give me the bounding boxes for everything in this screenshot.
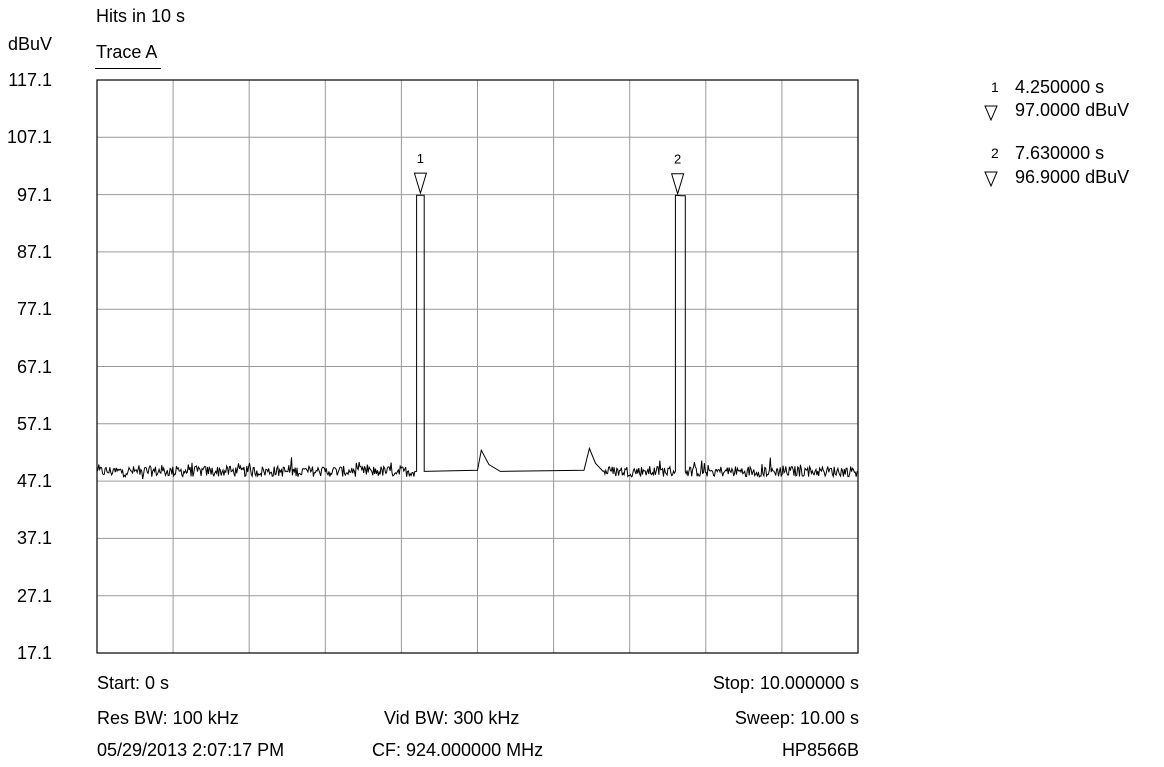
y-unit-label: dBuV bbox=[8, 34, 53, 54]
vid-bw-label: Vid BW: 300 kHz bbox=[384, 708, 520, 728]
sweep-label: Sweep: 10.00 s bbox=[734, 708, 859, 728]
y-tick-label: 67.1 bbox=[16, 356, 52, 377]
y-tick-label: 37.1 bbox=[16, 528, 52, 549]
marker-1-triangle bbox=[413, 172, 428, 195]
marker-1-triangle-icon bbox=[984, 105, 998, 121]
y-tick-label: 97.1 bbox=[16, 184, 52, 205]
start-label: Start: 0 s bbox=[97, 673, 170, 693]
y-tick-label: 17.1 bbox=[16, 643, 52, 663]
marker-2-triangle-icon bbox=[984, 171, 998, 187]
y-tick-label: 117.1 bbox=[8, 70, 52, 90]
datetime-label: 05/29/2013 2:07:17 PM bbox=[97, 740, 285, 760]
plot-frame bbox=[96, 79, 859, 654]
y-tick-label: 27.1 bbox=[16, 585, 52, 606]
marker-2-label: 2 bbox=[674, 152, 681, 167]
stop-label: Stop: 10.000000 s bbox=[712, 673, 859, 693]
trace-underline bbox=[95, 68, 161, 69]
instrument-model-label: HP8566B bbox=[781, 740, 859, 760]
marker-2-level: 96.9000 dBuV bbox=[1015, 167, 1130, 187]
y-tick-label: 47.1 bbox=[16, 471, 52, 492]
marker-1-index: 1 bbox=[991, 79, 999, 95]
marker-2-index: 2 bbox=[991, 145, 999, 161]
marker-2-triangle bbox=[670, 173, 685, 196]
trace-label: Trace A bbox=[96, 42, 158, 62]
center-frequency-label: CF: 924.000000 MHz bbox=[372, 740, 544, 760]
y-tick-label: 87.1 bbox=[16, 241, 52, 262]
y-tick-label: 57.1 bbox=[16, 413, 52, 434]
y-tick-label: 77.1 bbox=[16, 299, 52, 320]
marker-2-time: 7.630000 s bbox=[1015, 143, 1105, 163]
res-bw-label: Res BW: 100 kHz bbox=[97, 708, 239, 728]
trace-a-line bbox=[96, 194, 859, 479]
marker-1-time: 4.250000 s bbox=[1015, 77, 1105, 97]
chart-title: Hits in 10 s bbox=[96, 6, 186, 26]
marker-1-level: 97.0000 dBuV bbox=[1015, 100, 1130, 120]
y-tick-label: 107.1 bbox=[6, 127, 52, 148]
marker-1-label: 1 bbox=[417, 151, 424, 166]
